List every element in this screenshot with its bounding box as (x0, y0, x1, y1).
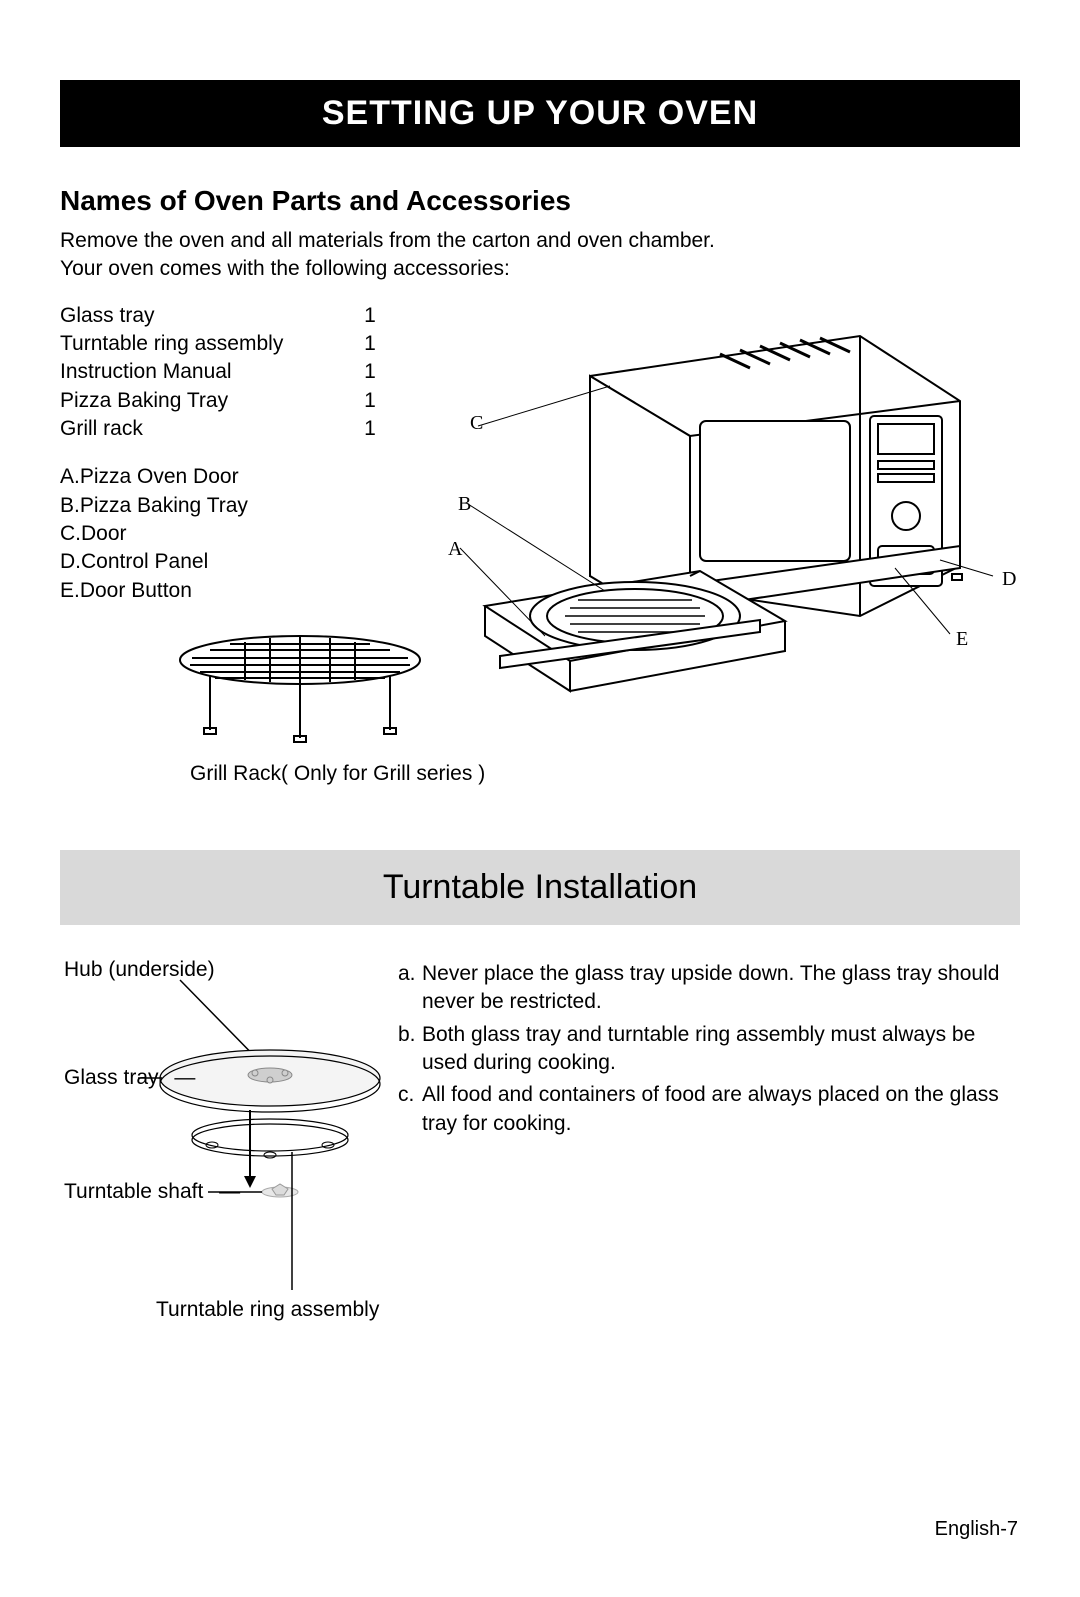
callout-a: A (448, 538, 462, 561)
accessory-qty: 1 (350, 415, 390, 443)
note-letter: a. (398, 960, 422, 1017)
accessory-qty: 1 (350, 302, 390, 330)
oven-diagram (430, 316, 1020, 701)
grill-rack-diagram (170, 630, 430, 755)
intro-text: Remove the oven and all materials from t… (60, 227, 1020, 284)
callout-e: E (956, 628, 968, 651)
label-glass-tray: Glass tray (64, 1066, 159, 1089)
install-note-row: c. All food and containers of food are a… (398, 1081, 1008, 1138)
turntable-section-title: Turntable Installation (60, 850, 1020, 925)
intro-line: Remove the oven and all materials from t… (60, 227, 1020, 255)
callout-c: C (470, 412, 483, 435)
note-text: All food and containers of food are alwa… (422, 1081, 1008, 1138)
accessory-name: Glass tray (60, 302, 350, 330)
label-turntable-shaft: Turntable shaft (64, 1180, 203, 1203)
leader-dash: — (219, 1180, 240, 1203)
label-ring-assembly: Turntable ring assembly (156, 1298, 379, 1322)
note-letter: b. (398, 1021, 422, 1078)
install-notes: a. Never place the glass tray upside dow… (398, 960, 1008, 1142)
page-title-bar: SETTING UP YOUR OVEN (60, 80, 1020, 147)
accessory-qty: 1 (350, 358, 390, 386)
install-note-row: b. Both glass tray and turntable ring as… (398, 1021, 1008, 1078)
section-subtitle: Names of Oven Parts and Accessories (60, 185, 1020, 217)
note-text: Never place the glass tray upside down. … (422, 960, 1008, 1017)
accessory-name: Pizza Baking Tray (60, 387, 350, 415)
intro-line: Your oven comes with the following acces… (60, 255, 1020, 283)
accessory-qty: 1 (350, 330, 390, 358)
note-letter: c. (398, 1081, 422, 1138)
page-number: English-7 (935, 1518, 1018, 1541)
accessory-qty: 1 (350, 387, 390, 415)
accessory-name: Turntable ring assembly (60, 330, 350, 358)
accessory-name: Grill rack (60, 415, 350, 443)
label-hub: Hub (underside) (64, 958, 215, 982)
grill-rack-caption: Grill Rack( Only for Grill series ) (190, 762, 485, 786)
callout-b: B (458, 493, 471, 516)
install-note-row: a. Never place the glass tray upside dow… (398, 960, 1008, 1017)
leader-dash: — (174, 1066, 195, 1089)
note-text: Both glass tray and turntable ring assem… (422, 1021, 1008, 1078)
turntable-diagram (120, 970, 400, 1315)
accessory-name: Instruction Manual (60, 358, 350, 386)
callout-d: D (1002, 568, 1016, 591)
